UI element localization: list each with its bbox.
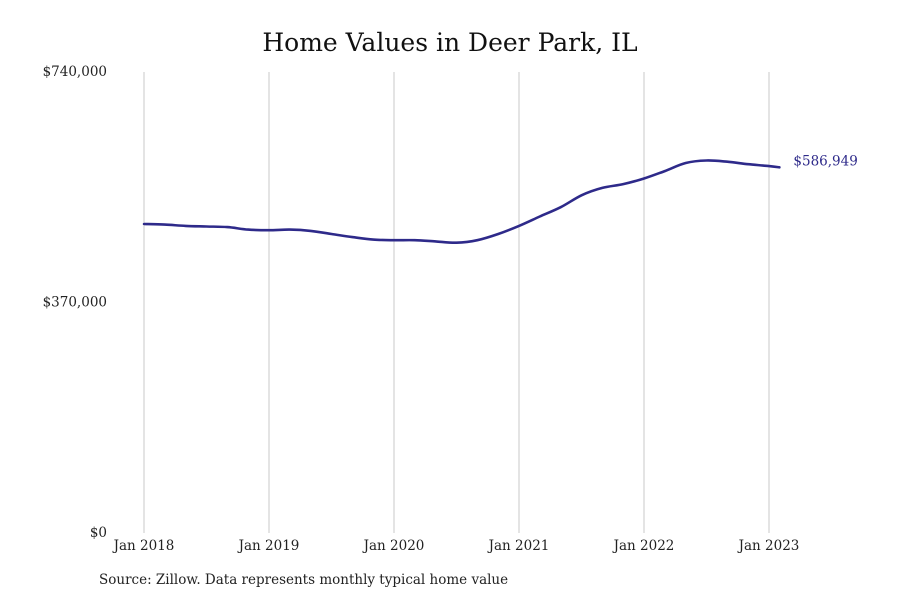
x-tick-label: Jan 2022 (612, 538, 675, 554)
series-layer (142, 159, 781, 245)
chart-title: Home Values in Deer Park, IL (262, 28, 638, 57)
x-axis-tick-labels: Jan 2018 Jan 2019 Jan 2020 Jan 2021 Jan 2022… (112, 538, 800, 554)
source-note: Source: Zillow. Data represents monthly … (99, 572, 509, 588)
end-label-layer: $586,949 (793, 153, 857, 169)
x-tick-label: Jan 2019 (237, 538, 300, 554)
x-tick-label: Jan 2018 (112, 538, 175, 554)
x-tick-label: Jan 2020 (362, 538, 425, 554)
y-axis-tick-labels: $0 $370,000 $740,000 (43, 64, 107, 541)
end-value-label: $586,949 (793, 153, 857, 169)
y-tick-label: $740,000 (43, 64, 107, 80)
x-tick-label: Jan 2021 (487, 538, 550, 554)
series-line-0 (142, 159, 781, 245)
y-tick-label: $370,000 (43, 295, 107, 311)
x-tick-label: Jan 2023 (737, 538, 800, 554)
vertical-gridlines (143, 72, 770, 533)
y-tick-label: $0 (90, 525, 107, 541)
